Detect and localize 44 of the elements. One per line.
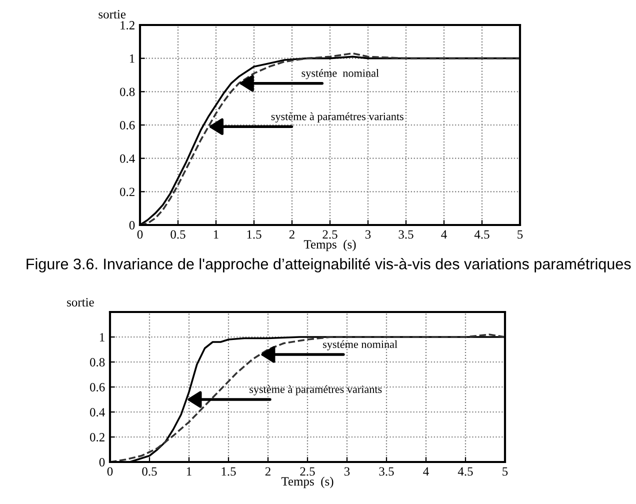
y-tick-label: 0.2 bbox=[120, 188, 134, 196]
y-tick-label: 0.4 bbox=[120, 154, 135, 163]
annotation: systéme nominal bbox=[302, 69, 379, 80]
y-tick-label: 1 bbox=[100, 333, 104, 342]
x-tick-label: 4.5 bbox=[474, 230, 490, 239]
x-tick-label: 2.5 bbox=[322, 230, 338, 239]
x-tick-label: 1.5 bbox=[222, 467, 236, 476]
x-tick-label: 5 bbox=[502, 467, 508, 476]
y-tick-label: 0.8 bbox=[120, 88, 135, 96]
x-tick-label: 0.5 bbox=[142, 467, 157, 476]
x-tick-label: 0 bbox=[107, 467, 113, 476]
y-tick-label: 0.6 bbox=[120, 121, 135, 130]
x-axis-title: Temps (s) bbox=[281, 476, 334, 488]
caption: Figure 3.6. Invariance de l'approche d’atteignabilité vis-à-vis des variations paramétriques bbox=[26, 258, 631, 272]
x-tick-label: 3 bbox=[344, 467, 350, 476]
x-tick-label: 4 bbox=[423, 467, 429, 476]
y-tick-label: 0 bbox=[129, 221, 135, 230]
x-tick-label: 4 bbox=[441, 230, 447, 239]
y-tick-label: 0.4 bbox=[90, 408, 105, 417]
annotation: systéme nominal bbox=[323, 340, 398, 350]
x-tick-label: 4.5 bbox=[458, 467, 473, 476]
x-tick-label: 2 bbox=[265, 467, 270, 476]
x-tick-label: 0.5 bbox=[170, 230, 186, 239]
x-axis-title: Temps (s) bbox=[304, 240, 356, 252]
x-tick-label: 2 bbox=[289, 230, 294, 239]
x-tick-label: 1.5 bbox=[247, 230, 262, 239]
x-tick-label: 5 bbox=[518, 230, 523, 239]
x-tick-label: 0 bbox=[137, 230, 143, 239]
x-tick-label: 3.5 bbox=[398, 230, 414, 239]
x-tick-label: 2.5 bbox=[300, 467, 315, 476]
y-axis-title: sortie bbox=[67, 298, 94, 306]
y-tick-label: 0.6 bbox=[90, 383, 105, 392]
x-tick-label: 1 bbox=[186, 467, 192, 476]
y-tick-label: 0 bbox=[99, 458, 105, 466]
annotation: système à paramétres variants bbox=[250, 385, 382, 396]
x-tick-label: 3 bbox=[365, 230, 371, 239]
y-tick-label: 1.2 bbox=[120, 21, 134, 30]
x-tick-label: 3.5 bbox=[379, 467, 394, 476]
y-tick-label: 0.8 bbox=[90, 358, 105, 367]
y-axis-title: sortie bbox=[98, 10, 126, 18]
x-tick-label: 1 bbox=[214, 230, 218, 239]
y-tick-label: 1 bbox=[130, 54, 134, 63]
annotation: système à paramétres variants bbox=[271, 112, 404, 122]
y-tick-label: 0.2 bbox=[90, 433, 104, 442]
